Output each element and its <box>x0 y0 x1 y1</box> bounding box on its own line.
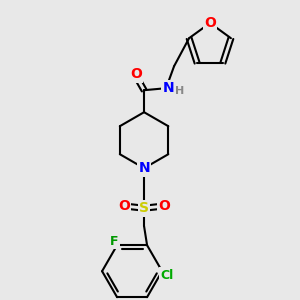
Text: S: S <box>139 201 149 215</box>
Text: O: O <box>204 16 216 30</box>
Text: N: N <box>138 161 150 175</box>
Text: H: H <box>176 86 185 96</box>
Text: O: O <box>118 199 130 213</box>
Text: N: N <box>162 81 174 95</box>
Text: Cl: Cl <box>160 269 174 282</box>
Text: O: O <box>158 199 170 213</box>
Text: O: O <box>130 67 142 81</box>
Text: F: F <box>110 235 118 248</box>
